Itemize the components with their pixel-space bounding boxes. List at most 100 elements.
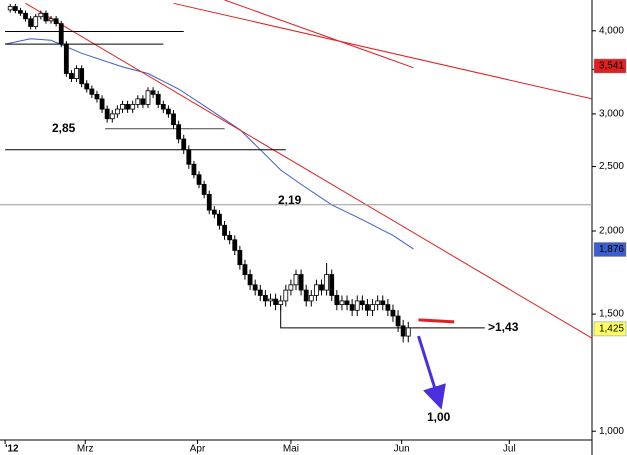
annotation: 2,85 bbox=[52, 121, 76, 135]
x-tick-label: '12 bbox=[5, 444, 19, 455]
price-tag-label: 1,425 bbox=[599, 324, 624, 335]
candle-body bbox=[359, 300, 365, 306]
candle-body bbox=[288, 284, 294, 291]
annotation: 1,00 bbox=[427, 410, 451, 424]
candle-body bbox=[334, 295, 340, 306]
candle-body bbox=[145, 90, 151, 105]
candle-body bbox=[176, 124, 182, 140]
line bbox=[224, 0, 414, 69]
candle-body bbox=[48, 18, 54, 22]
x-tick-label: Jul bbox=[503, 444, 516, 455]
candle-body bbox=[191, 163, 197, 176]
candle-body bbox=[385, 304, 391, 311]
y-tick-label: 2,000 bbox=[599, 226, 624, 237]
candle-body bbox=[74, 68, 79, 79]
candle-body bbox=[150, 90, 156, 95]
candle-body bbox=[89, 88, 95, 95]
candle-body bbox=[303, 289, 309, 302]
candle-body bbox=[349, 304, 355, 311]
candle-body bbox=[293, 274, 299, 286]
price-tag-label: 1,876 bbox=[599, 244, 624, 255]
line bbox=[25, 2, 593, 339]
candle-body bbox=[211, 209, 217, 215]
y-tick-label: 4,000 bbox=[599, 25, 624, 36]
y-tick-label: 1,500 bbox=[599, 309, 624, 320]
candle-body bbox=[375, 300, 381, 306]
candle-body bbox=[63, 43, 69, 74]
candle-body bbox=[283, 289, 289, 302]
candle-body bbox=[319, 284, 324, 291]
candle-body bbox=[120, 104, 125, 110]
candle-body bbox=[298, 274, 304, 291]
candle-body bbox=[18, 10, 23, 14]
candle-body bbox=[140, 98, 146, 105]
y-tick-label: 3,000 bbox=[599, 109, 624, 120]
candle-body bbox=[43, 12, 49, 22]
candle-body bbox=[370, 304, 375, 311]
annotation: 2,19 bbox=[278, 193, 302, 207]
candle-body bbox=[237, 250, 243, 266]
candle-body bbox=[354, 300, 360, 311]
candle-body bbox=[94, 93, 100, 100]
candle-body bbox=[247, 274, 253, 286]
candle-body bbox=[114, 108, 120, 115]
y-tick-label: 1,000 bbox=[599, 426, 624, 437]
price-tag bbox=[593, 321, 627, 337]
candle-body bbox=[79, 68, 85, 85]
candle-body bbox=[109, 113, 115, 120]
candle-body bbox=[242, 264, 248, 275]
candle-body bbox=[222, 224, 227, 236]
line bbox=[418, 318, 455, 324]
arrow bbox=[417, 335, 446, 410]
price-tag-label: 3,541 bbox=[599, 61, 624, 72]
candle-body bbox=[201, 184, 207, 195]
candle-body bbox=[104, 108, 110, 120]
candle-body bbox=[196, 174, 202, 185]
candle-body bbox=[125, 104, 130, 110]
candle-body bbox=[339, 300, 345, 306]
candle-body bbox=[12, 6, 18, 11]
x-tick-label: Apr bbox=[190, 444, 206, 455]
candle-body bbox=[186, 149, 192, 165]
price-tag bbox=[593, 242, 627, 257]
candle-body bbox=[273, 298, 278, 306]
candle-body bbox=[181, 138, 187, 151]
candle-body bbox=[23, 12, 28, 20]
candle-body bbox=[130, 104, 136, 110]
price-tag bbox=[593, 58, 627, 74]
candle-body bbox=[53, 18, 59, 25]
annotation: >1,43 bbox=[488, 320, 519, 334]
candle-body bbox=[262, 295, 268, 302]
line bbox=[173, 2, 593, 100]
candle-body bbox=[206, 194, 212, 211]
candle-body bbox=[380, 300, 386, 306]
candle-body bbox=[400, 325, 406, 337]
candle-body bbox=[160, 104, 166, 110]
candle-body bbox=[28, 18, 34, 27]
candle-body bbox=[33, 16, 39, 27]
candle-body bbox=[405, 327, 411, 337]
candle-body bbox=[217, 213, 222, 226]
y-tick-label: 2,500 bbox=[599, 161, 624, 172]
candle-body bbox=[308, 295, 314, 302]
x-tick-label: Jun bbox=[394, 444, 410, 455]
candle-body bbox=[257, 289, 263, 296]
candle-body bbox=[171, 113, 176, 126]
candle-body bbox=[314, 284, 319, 296]
candle-body bbox=[252, 284, 258, 291]
candle-body bbox=[227, 234, 233, 241]
candle-body bbox=[329, 274, 335, 296]
candle-body bbox=[278, 300, 284, 306]
candle-body bbox=[155, 93, 161, 105]
candle-body bbox=[365, 304, 370, 311]
candle-body bbox=[166, 108, 171, 115]
candle-body bbox=[84, 83, 90, 90]
candle-body bbox=[135, 98, 141, 105]
candle-body bbox=[268, 298, 273, 302]
x-tick-label: Mrz bbox=[77, 444, 94, 455]
candle-body bbox=[232, 239, 238, 251]
candle-body bbox=[344, 300, 350, 306]
candle-body bbox=[99, 98, 105, 110]
